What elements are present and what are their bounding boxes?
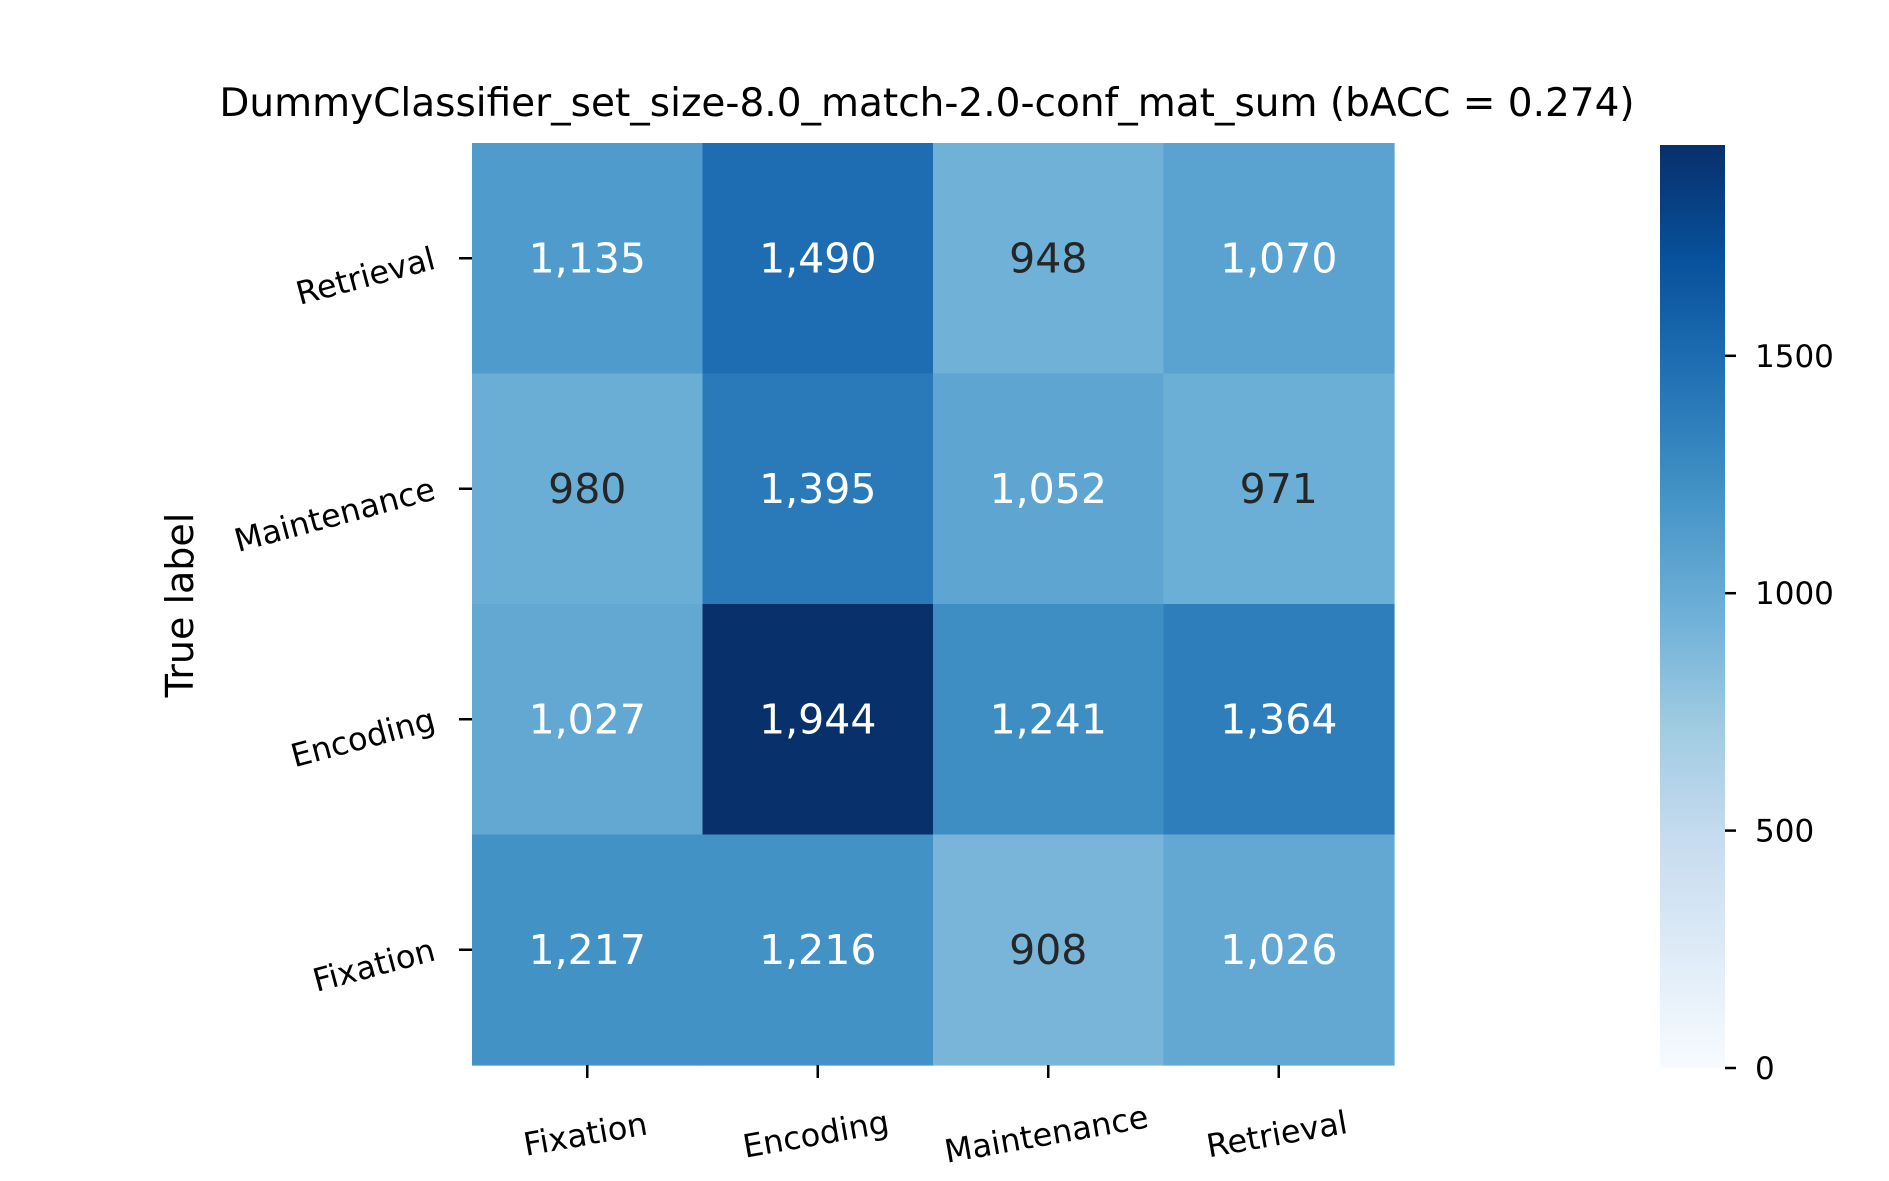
heatmap-cell [1163, 143, 1395, 375]
heatmap-cell [1163, 834, 1395, 1066]
heatmap-cell [702, 604, 934, 836]
colorbar-tick-label: 500 [1755, 814, 1814, 850]
colorbar-tick-label: 1000 [1755, 576, 1834, 612]
cell-value-label: 1,216 [759, 926, 876, 974]
heatmap-cell [933, 373, 1165, 605]
x-tick-label: Encoding [740, 1103, 892, 1166]
heatmap-cell [472, 143, 704, 375]
cell-value-labels: 1,135 1,490 948 1,070 980 1,395 1,052 971 1,027 1… [529, 234, 1338, 974]
colorbar [1660, 145, 1725, 1068]
heatmap-cell [1163, 604, 1395, 836]
cell-value-label: 908 [1009, 926, 1087, 974]
cell-value-label: 980 [548, 465, 626, 513]
x-tick-label: Fixation [521, 1105, 651, 1164]
colorbar-tick-label: 1500 [1755, 339, 1834, 375]
heatmap-cell [702, 834, 934, 1066]
heatmap-cell [933, 834, 1165, 1066]
cell-value-label: 948 [1009, 234, 1087, 282]
heatmap-cell [933, 143, 1165, 375]
cell-value-label: 1,217 [529, 926, 646, 974]
y-tick-label: Retrieval [292, 239, 439, 313]
heatmap-cells [472, 143, 1395, 1066]
y-tick-label: Encoding [287, 700, 439, 775]
cell-value-label: 1,395 [759, 465, 876, 513]
heatmap-cell [702, 143, 934, 375]
x-tick-label: Maintenance [942, 1098, 1152, 1171]
cell-value-label: 1,490 [759, 234, 876, 282]
y-axis-ticks: Retrieval Maintenance Encoding Fixation [230, 239, 472, 1000]
y-tick-label: Maintenance [230, 470, 439, 560]
cell-value-label: 1,135 [529, 234, 646, 282]
cell-value-label: 1,070 [1220, 234, 1337, 282]
cell-value-label: 1,364 [1220, 695, 1337, 743]
cell-value-label: 1,052 [990, 465, 1107, 513]
colorbar-tick-label: 0 [1755, 1051, 1775, 1087]
heatmap-cell [472, 834, 704, 1066]
cell-value-label: 971 [1240, 465, 1318, 513]
y-tick-label: Fixation [309, 931, 439, 1000]
heatmap-cell [1163, 373, 1395, 605]
x-tick-label: Retrieval [1204, 1103, 1351, 1165]
cell-value-label: 1,241 [990, 695, 1107, 743]
cell-value-label: 1,944 [759, 695, 876, 743]
heatmap-cell [702, 373, 934, 605]
x-axis-ticks: Fixation Encoding Maintenance Retrieval [521, 1065, 1351, 1171]
heatmap-cell [472, 604, 704, 836]
heatmap-cell [472, 373, 704, 605]
cell-value-label: 1,027 [529, 695, 646, 743]
cell-value-label: 1,026 [1220, 926, 1337, 974]
heatmap-cell [933, 604, 1165, 836]
colorbar-ticks: 0 500 1000 1500 [1725, 339, 1834, 1087]
y-axis-label: True label [158, 513, 202, 699]
chart-title: DummyClassifier_set_size-8.0_match-2.0-c… [219, 81, 1634, 126]
